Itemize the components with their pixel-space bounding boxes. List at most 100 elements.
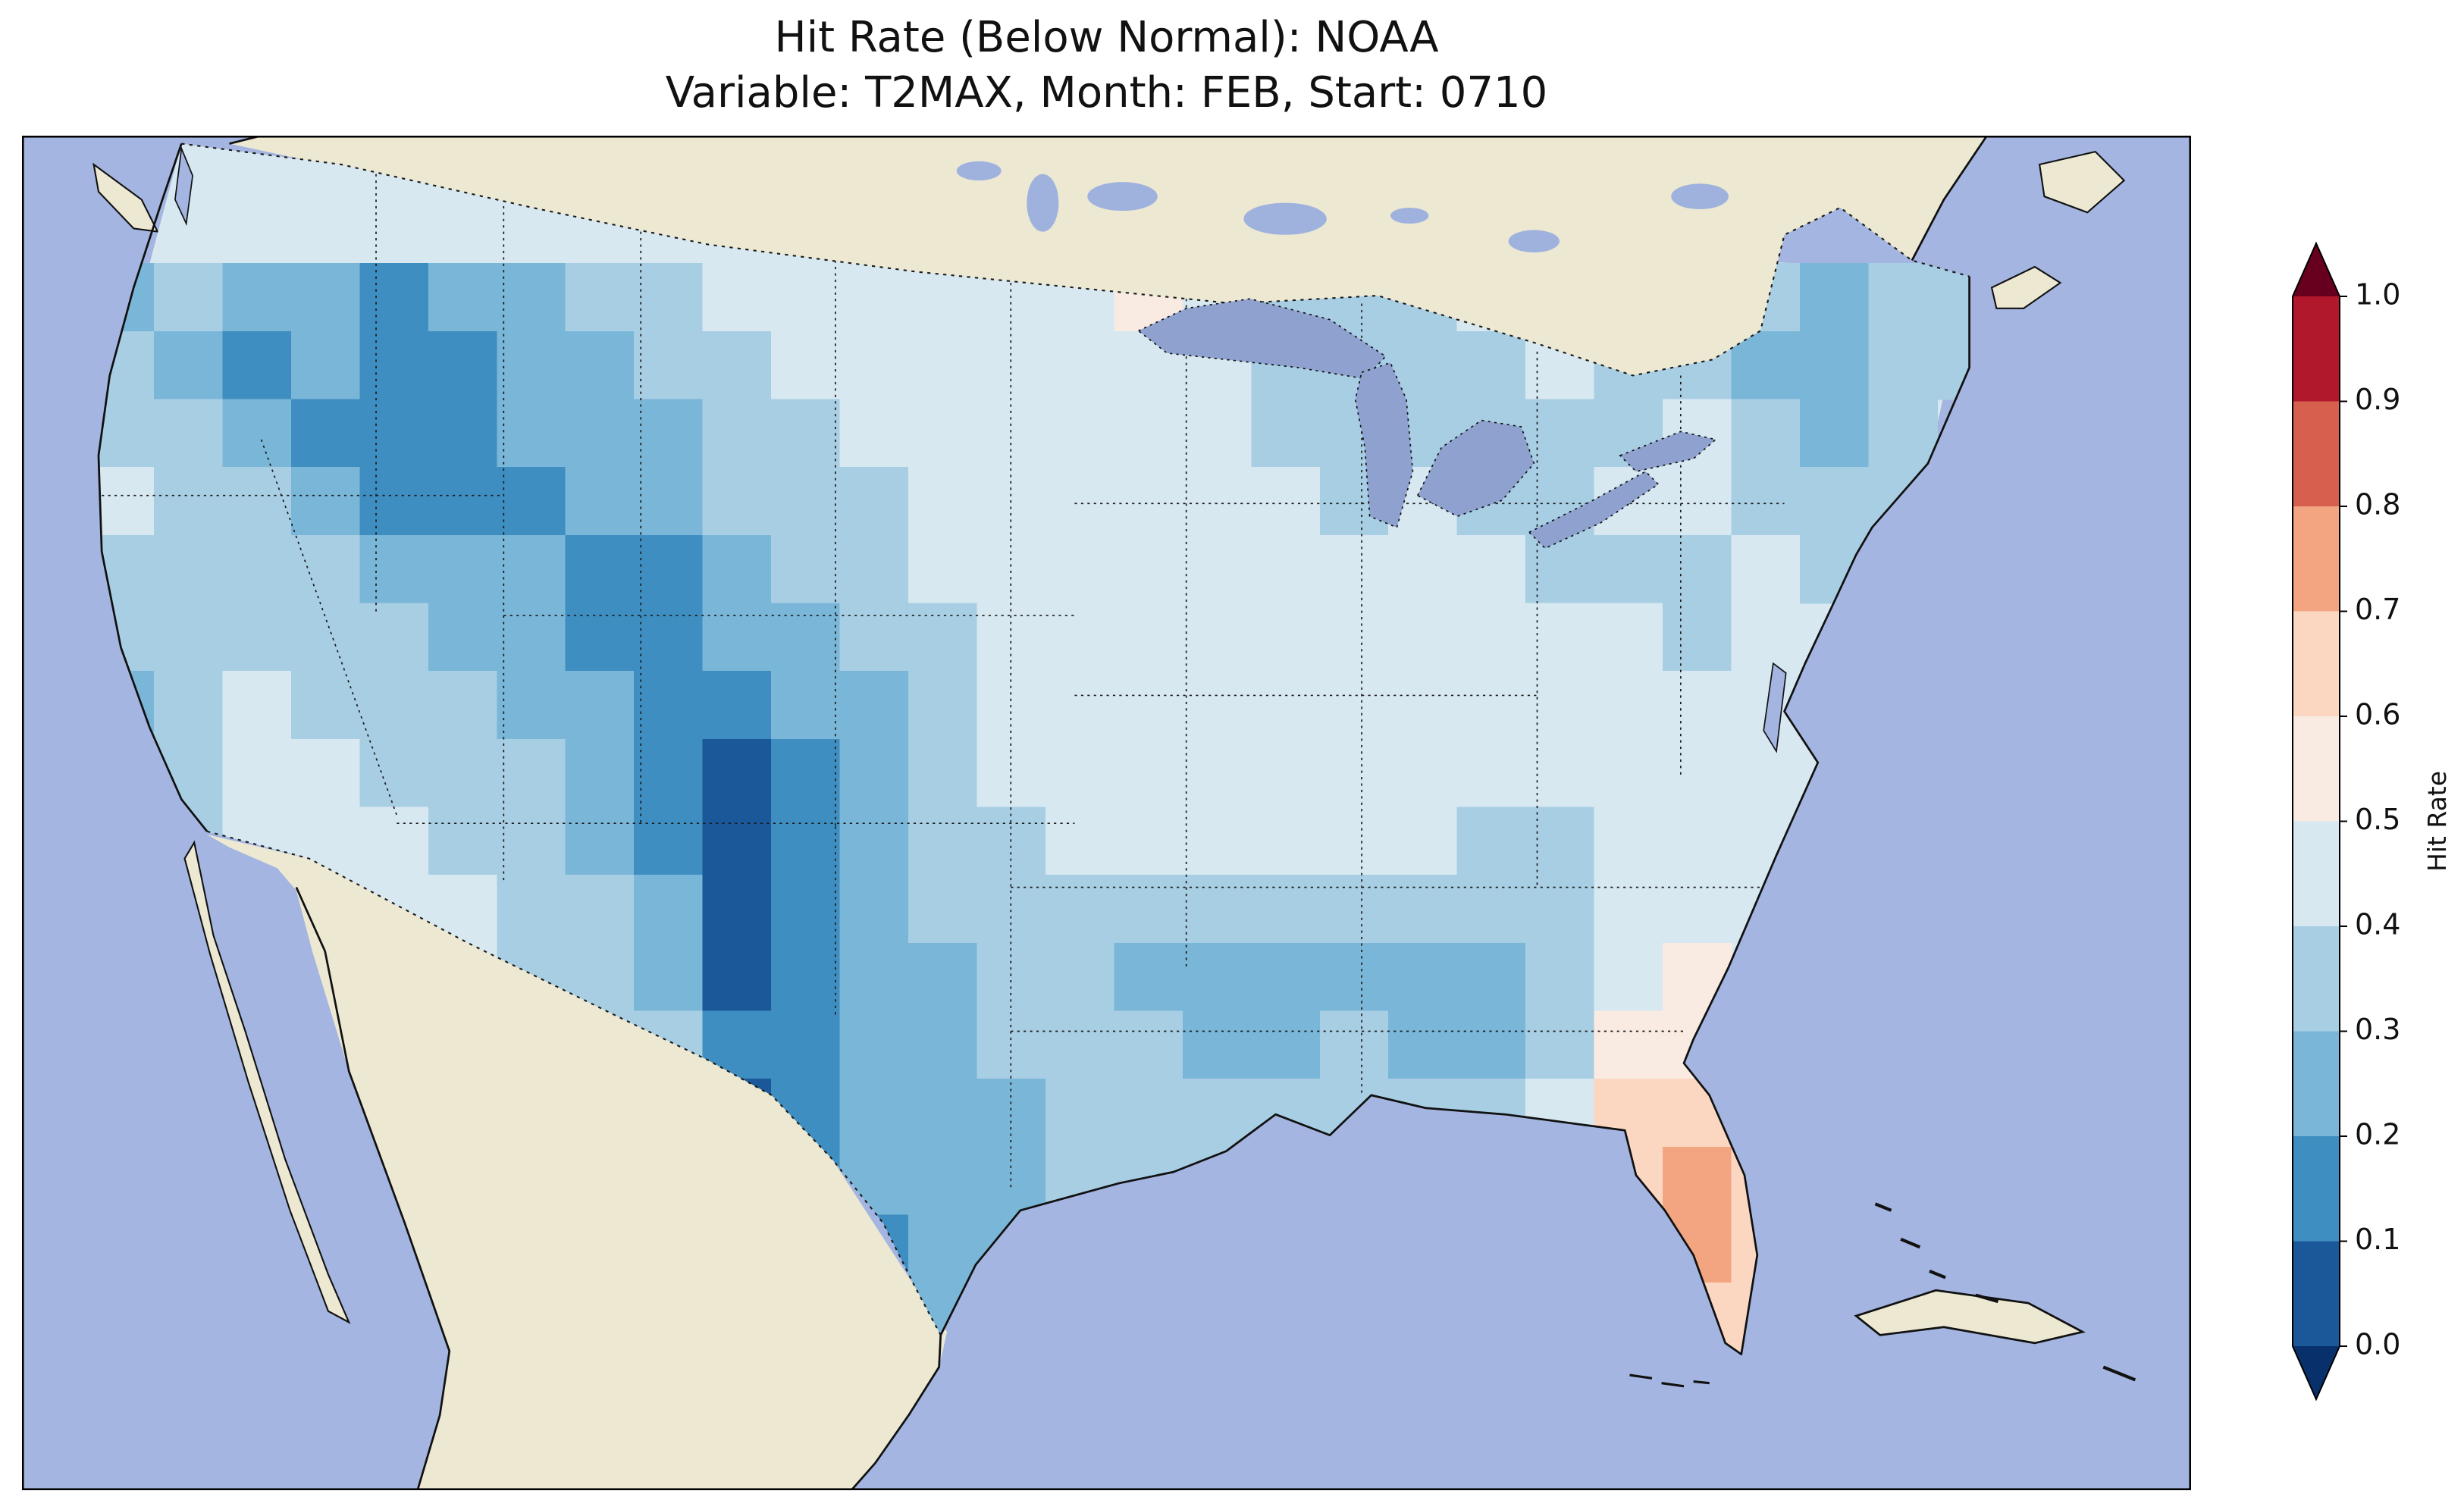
colorbar-band xyxy=(2293,716,2340,822)
heatmap-cell xyxy=(1525,603,1595,672)
heatmap-cell xyxy=(497,671,566,741)
heatmap-cell xyxy=(565,875,635,944)
heatmap-cell xyxy=(359,534,430,604)
puget-sound-inlet xyxy=(174,146,193,227)
heatmap-cell xyxy=(1525,738,1595,808)
us-canada-border xyxy=(181,143,1970,377)
heatmap-cell xyxy=(497,467,566,537)
heatmap-cell xyxy=(222,467,293,537)
colorbar-tick-label: 1.0 xyxy=(2355,278,2400,312)
heatmap-cell xyxy=(1114,875,1184,944)
colorbar-tick-label: 0.4 xyxy=(2355,908,2400,941)
heatmap-cell xyxy=(908,942,978,1012)
heatmap-cell xyxy=(1663,807,1732,876)
heatmap-cell xyxy=(565,467,635,537)
colorbar-band xyxy=(2293,1136,2340,1242)
heatmap-cell xyxy=(839,263,910,333)
heatmap-cell xyxy=(1799,263,1870,333)
heatmap-cell xyxy=(497,807,566,876)
heatmap-cell xyxy=(222,330,293,400)
heatmap-cell xyxy=(1251,942,1321,1012)
mexico-west-coast xyxy=(295,887,451,1490)
heatmap-cell xyxy=(771,534,841,604)
heatmap-cell xyxy=(222,263,293,333)
heatmap-cell xyxy=(290,263,361,333)
heatmap-cell xyxy=(1182,1079,1252,1148)
colorbar-tick-label: 0.1 xyxy=(2355,1223,2400,1256)
heatmap-cell xyxy=(839,603,910,672)
heatmap-cell xyxy=(1456,534,1527,604)
heatmap-cell xyxy=(1114,942,1184,1012)
heatmap-cell xyxy=(702,875,773,944)
heatmap-cell xyxy=(908,1214,978,1284)
heatmap-cell xyxy=(1594,738,1664,808)
heatmap-cell xyxy=(1251,603,1321,672)
heatmap-cell xyxy=(428,807,498,876)
colorbar: 0.0 0.1 0.2 0.3 0.4 0.5 0.6 0.7 0.8 0.9 1.0 Hit Rat… xyxy=(2270,228,2464,1441)
pacific-coast xyxy=(97,143,208,832)
heatmap-cell xyxy=(771,671,841,741)
heatmap-cell xyxy=(908,603,978,672)
heatmap-cell xyxy=(702,263,773,333)
heatmap-cell xyxy=(1251,738,1321,808)
heatmap-cell xyxy=(977,807,1047,876)
heatmap-cell xyxy=(1594,807,1664,876)
heatmap-cell xyxy=(428,603,498,672)
heatmap-cell xyxy=(1319,534,1390,604)
heatmap-cell xyxy=(1182,399,1252,468)
heatmap-cell xyxy=(153,467,224,537)
heatmap-cell xyxy=(1456,603,1527,672)
heatmap-cell xyxy=(1388,807,1458,876)
heatmap-cell xyxy=(1251,1010,1321,1080)
heatmap-cell xyxy=(565,399,635,468)
heatmap-cell xyxy=(1045,1010,1115,1080)
colorbar-under-arrow xyxy=(2293,1346,2340,1399)
heatmap-cell xyxy=(634,399,704,468)
heatmap-cell xyxy=(1182,671,1252,741)
conus-map xyxy=(22,136,2191,1490)
heatmap-cell xyxy=(839,1010,910,1080)
colorbar-tick-label: 0.9 xyxy=(2355,383,2400,416)
heatmap-cell xyxy=(428,467,498,537)
coastline xyxy=(97,136,1988,1490)
heatmap-cell xyxy=(1251,399,1321,468)
heatmap-cell xyxy=(359,603,430,672)
heatmap-cell xyxy=(222,603,293,672)
heatmap-cell xyxy=(771,603,841,672)
heatmap-cell xyxy=(153,399,224,468)
heatmap-cell xyxy=(908,1010,978,1080)
heatmap-cell xyxy=(1594,1010,1664,1080)
heatmap-cell xyxy=(1045,399,1115,468)
lake-huron xyxy=(1416,419,1535,518)
canada-landmass xyxy=(229,136,1987,379)
lake-michigan xyxy=(1354,362,1414,529)
heatmap-cell xyxy=(1663,603,1732,672)
heatmap-cell xyxy=(1045,467,1115,537)
heatmap-cell xyxy=(1868,263,1939,333)
heatmap-cell xyxy=(908,534,978,604)
colorbar-tick-label: 0.5 xyxy=(2355,803,2400,836)
heatmap-cell xyxy=(1182,534,1252,604)
heatmap-cell xyxy=(1663,534,1732,604)
heatmap-cell xyxy=(1114,399,1184,468)
heatmap-cell xyxy=(1525,671,1595,741)
heatmap-cell xyxy=(771,1010,841,1080)
heatmap-cell xyxy=(1731,603,1801,672)
heatmap-cell xyxy=(222,738,293,808)
heatmap-cell xyxy=(908,467,978,537)
colorbar-svg: 0.0 0.1 0.2 0.3 0.4 0.5 0.6 0.7 0.8 0.9 1.0 Hit Rat… xyxy=(2292,241,2452,1402)
colorbar-band xyxy=(2293,1031,2340,1136)
heatmap-cell xyxy=(1388,603,1458,672)
heatmap-cell xyxy=(1319,738,1390,808)
heatmap-cell xyxy=(1799,399,1870,468)
colorbar-tick-label: 0.6 xyxy=(2355,698,2400,731)
heatmap-cell xyxy=(1045,738,1115,808)
heatmap-cell xyxy=(290,603,361,672)
heatmap-cell xyxy=(1594,671,1664,741)
heatmap-cell xyxy=(1663,875,1732,944)
gulf-atlantic-coast xyxy=(939,276,1970,1356)
heatmap-cell xyxy=(1731,330,1801,400)
heatmap-cell xyxy=(977,467,1047,537)
cuba-island xyxy=(1854,1289,2086,1345)
heatmap-cell xyxy=(1456,942,1527,1012)
